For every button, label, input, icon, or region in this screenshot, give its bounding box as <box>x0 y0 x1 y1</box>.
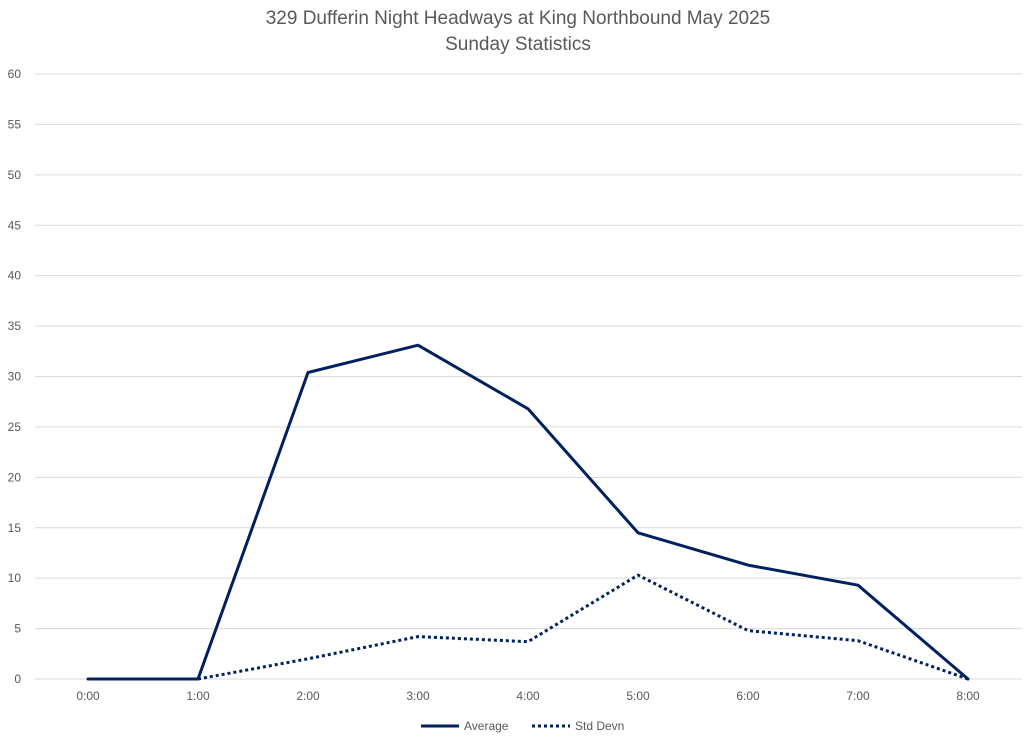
chart-title: 329 Dufferin Night Headways at King Nort… <box>266 8 771 55</box>
legend: Average Std Devn <box>421 719 624 733</box>
y-tick-label: 30 <box>8 370 22 384</box>
x-tick-label: 8:00 <box>956 689 980 703</box>
x-tick-label: 5:00 <box>626 689 650 703</box>
series-line-average <box>86 343 970 681</box>
legend-label: Average <box>464 719 509 733</box>
y-tick-label: 0 <box>14 672 21 686</box>
chart-title-line-1: 329 Dufferin Night Headways at King Nort… <box>266 8 771 29</box>
y-tick-label: 40 <box>8 269 22 283</box>
series-line-std-devn <box>197 573 969 681</box>
y-tick-label: 5 <box>14 622 21 636</box>
x-tick-label: 0:00 <box>76 689 100 703</box>
x-tick-label: 7:00 <box>846 689 870 703</box>
series-lines <box>86 343 970 681</box>
y-axis-ticks: 0 5 10 15 20 25 30 35 40 45 50 55 60 <box>8 67 22 686</box>
y-tick-label: 25 <box>8 420 22 434</box>
y-tick-label: 15 <box>8 521 22 535</box>
y-tick-label: 10 <box>8 571 22 585</box>
x-tick-label: 2:00 <box>296 689 320 703</box>
legend-label: Std Devn <box>575 719 624 733</box>
y-tick-label: 35 <box>8 319 22 333</box>
x-tick-label: 6:00 <box>736 689 760 703</box>
x-tick-label: 4:00 <box>516 689 540 703</box>
y-tick-label: 45 <box>8 218 22 232</box>
x-tick-label: 1:00 <box>186 689 210 703</box>
x-axis-ticks: 0:00 1:00 2:00 3:00 4:00 5:00 6:00 7:00 8:00 <box>76 689 980 703</box>
chart-title-line-2: Sunday Statistics <box>445 34 591 55</box>
x-tick-label: 3:00 <box>406 689 430 703</box>
y-tick-label: 55 <box>8 117 22 131</box>
y-gridlines <box>35 73 1022 680</box>
y-tick-label: 60 <box>8 67 22 81</box>
y-tick-label: 50 <box>8 168 22 182</box>
y-tick-label: 20 <box>8 470 22 484</box>
